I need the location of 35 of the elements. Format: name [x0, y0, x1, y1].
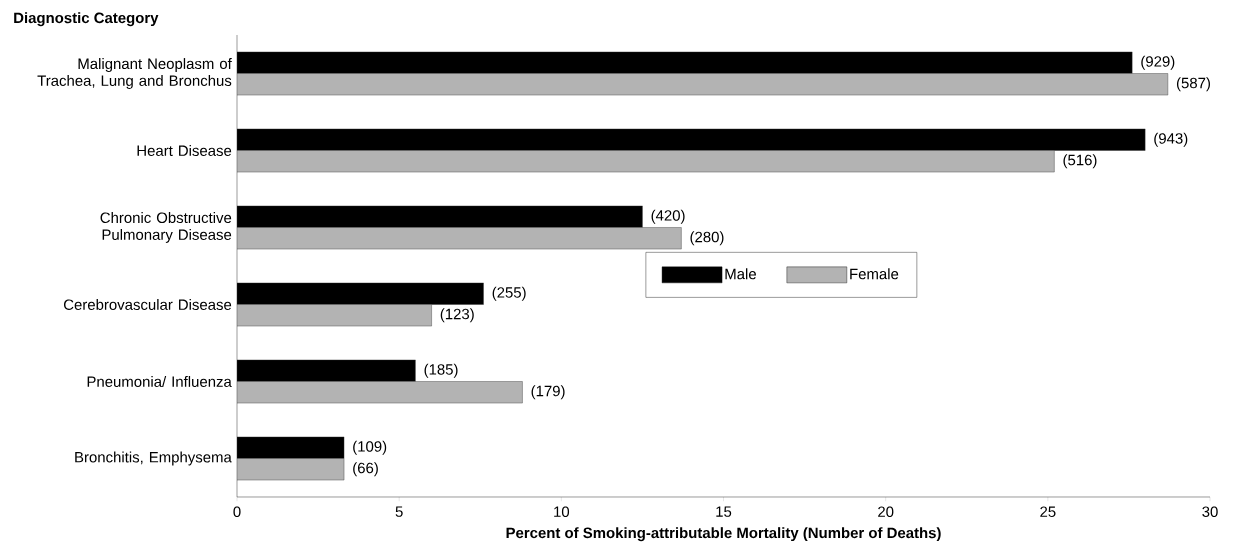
- y-tick-label: Pneumonia/ Influenza: [87, 376, 232, 387]
- annotation: (516): [1063, 154, 1097, 169]
- annotation: (420): [651, 209, 685, 224]
- x-tick-label: 0: [233, 506, 241, 517]
- x-tick-label: 25: [1040, 506, 1056, 517]
- y-tick-label: Malignant Neoplasm of Trachea, Lung and Bronchus: [37, 58, 232, 89]
- legend-label: Female: [850, 268, 899, 280]
- x-tick-label: 20: [878, 506, 894, 517]
- annotation: (66): [353, 462, 378, 477]
- bar: [237, 150, 1055, 173]
- y-tick-label: Heart Disease: [137, 145, 232, 156]
- x-tick-label: 10: [554, 506, 570, 517]
- x-axis-title: Percent of Smoking-attributable Mortality (Number of Deaths): [506, 527, 941, 542]
- y-tick-label: Chronic Obstructive Pulmonary Disease: [100, 212, 232, 243]
- y-axis-title: Diagnostic Category: [14, 12, 159, 27]
- bar: [237, 381, 523, 404]
- annotation: (587): [1176, 77, 1210, 92]
- bar: [237, 458, 345, 481]
- x-tick-label: 30: [1202, 506, 1218, 517]
- bar: [237, 304, 432, 327]
- annotation: (255): [492, 286, 526, 301]
- bar: [237, 227, 682, 250]
- annotation: (929): [1141, 55, 1175, 70]
- annotation: (179): [531, 385, 565, 400]
- y-tick-label: Bronchitis, Emphysema: [75, 451, 232, 466]
- x-tick-label: 5: [395, 506, 403, 517]
- annotation: (943): [1154, 132, 1188, 147]
- y-tick-label: Cerebrovascular Disease: [63, 299, 232, 310]
- legend-label: Male: [725, 268, 756, 280]
- annotation: (280): [690, 231, 724, 246]
- annotation: (123): [440, 308, 474, 323]
- bar: [237, 73, 1169, 96]
- annotation: (185): [424, 363, 458, 378]
- annotation: (109): [353, 440, 387, 455]
- x-tick-label: 15: [716, 506, 732, 517]
